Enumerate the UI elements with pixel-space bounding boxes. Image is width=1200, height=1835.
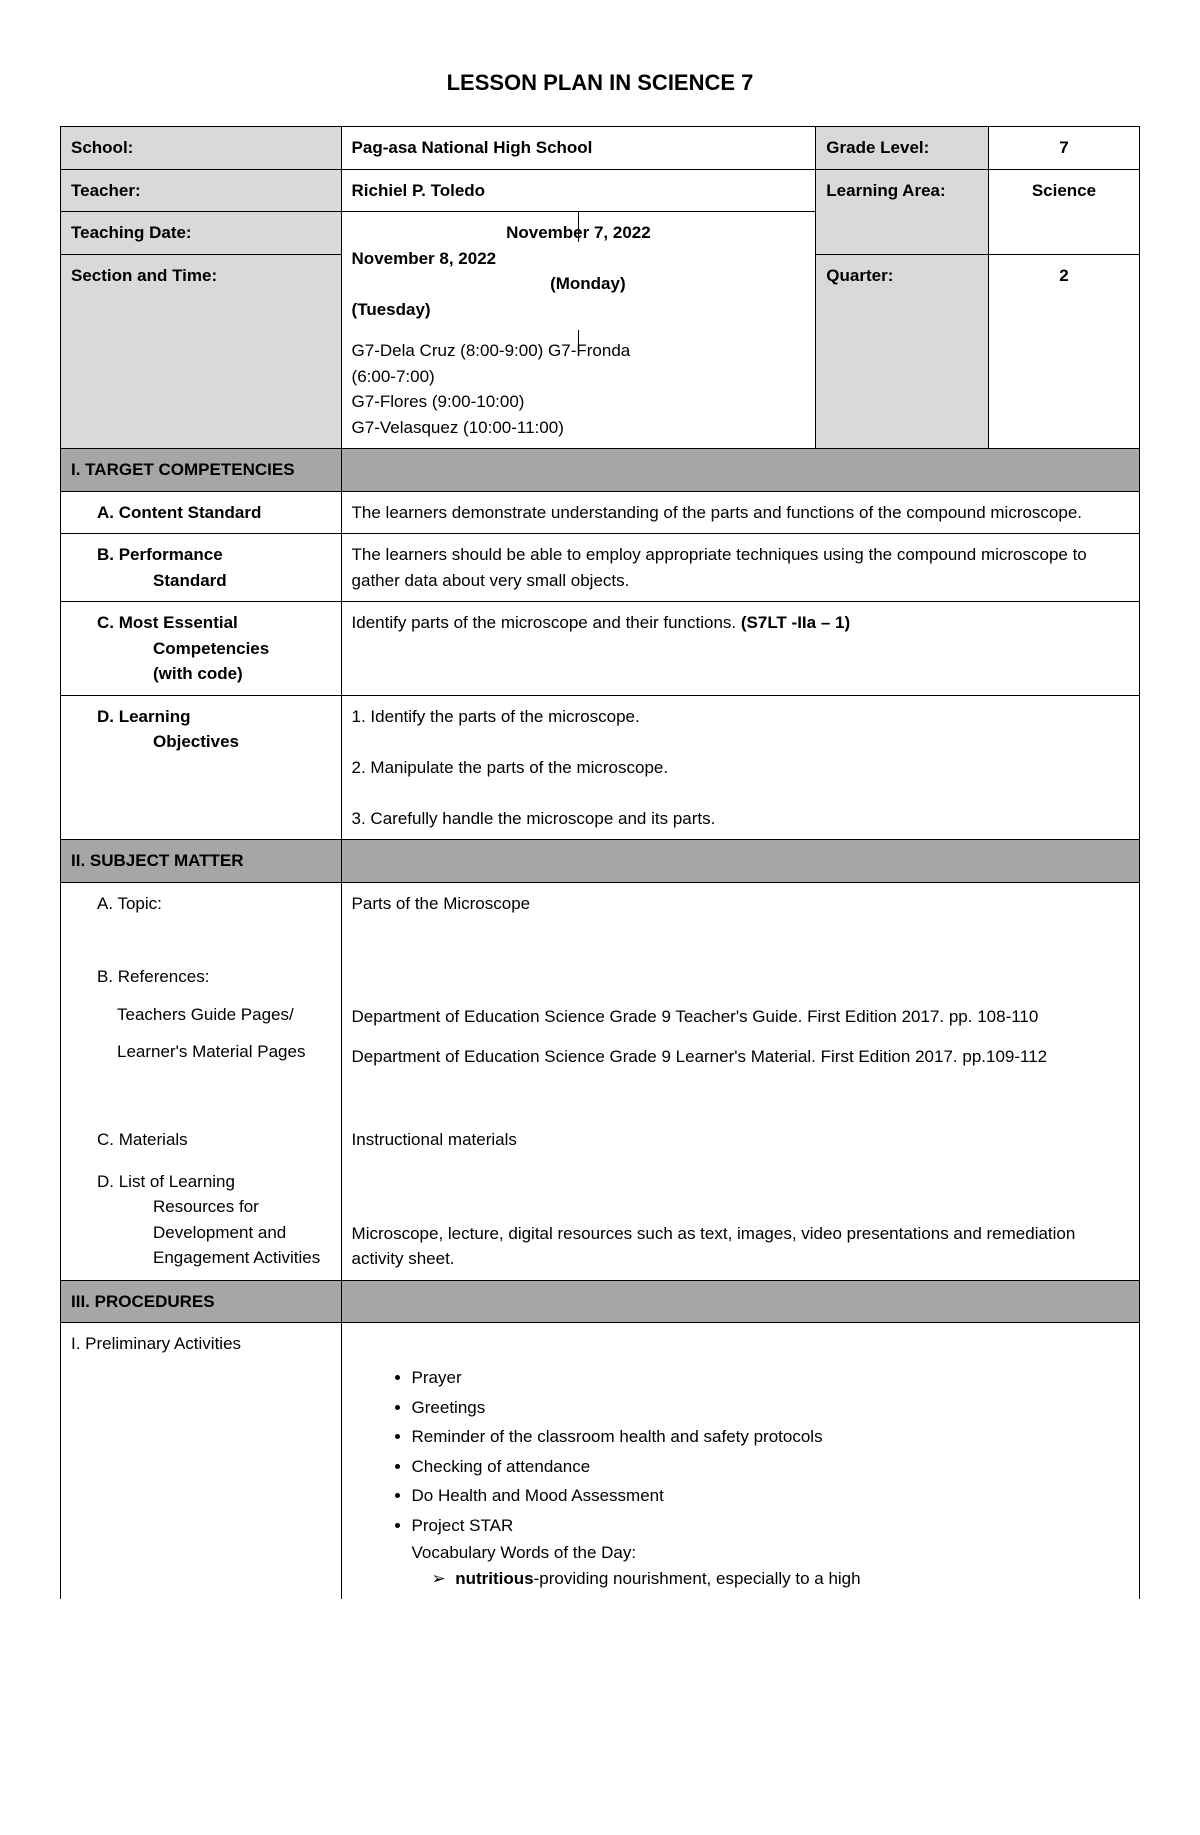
materials-label: C. Materials (61, 1077, 342, 1161)
grade-value: 7 (988, 127, 1139, 170)
ref-label-text: B. References: (97, 964, 331, 990)
teacher-label: Teacher: (61, 169, 342, 212)
content-standard-label: A. Content Standard (61, 491, 342, 534)
school-value: Pag-asa National High School (341, 127, 816, 170)
preliminary-label: I. Preliminary Activities (61, 1323, 342, 1600)
date-line4: (Tuesday) (352, 297, 806, 323)
section-values: G7-Dela Cruz (8:00-9:00) G7-Fronda (6:00… (341, 330, 816, 449)
content-standard-text: The learners demonstrate understanding o… (341, 491, 1139, 534)
preliminary-list: Prayer Greetings Reminder of the classro… (352, 1363, 1129, 1540)
divider-line (578, 212, 579, 242)
procedures-header: III. PROCEDURES (61, 1280, 342, 1323)
ref-text2: Department of Education Science Grade 9 … (352, 1030, 1129, 1070)
area-value: Science (988, 169, 1139, 254)
date-line2: November 8, 2022 (352, 246, 806, 272)
quarter-value: 2 (988, 254, 1139, 449)
topic-text: Parts of the Microscope (341, 882, 1139, 924)
obj-1: 1. Identify the parts of the microscope. (352, 704, 1129, 730)
preliminary-content: Prayer Greetings Reminder of the classro… (341, 1323, 1139, 1600)
section-label: Section and Time: (61, 254, 342, 449)
vocab-line: ➢ nutritious-providing nourishment, espe… (352, 1566, 1129, 1592)
list-item: Do Health and Mood Assessment (412, 1481, 1129, 1511)
procedures-spacer (341, 1280, 1139, 1323)
target-competencies-header: I. TARGET COMPETENCIES (61, 449, 342, 492)
topic-label: A. Topic: (61, 882, 342, 924)
list-item: Checking of attendance (412, 1452, 1129, 1482)
resources-text: Microscope, lecture, digital resources s… (341, 1161, 1139, 1281)
obj-3: 3. Carefully handle the microscope and i… (352, 806, 1129, 832)
ref-sub1: Teachers Guide Pages/ (97, 990, 331, 1028)
arrow-icon: ➢ (432, 1569, 456, 1588)
materials-text: Instructional materials (341, 1077, 1139, 1161)
references-text: Department of Education Science Grade 9 … (341, 924, 1139, 1077)
date-line3: (Monday) (352, 271, 806, 297)
section-line2: (6:00-7:00) (352, 364, 806, 390)
melc-text: Identify parts of the microscope and the… (341, 602, 1139, 696)
divider-line-2 (578, 330, 579, 348)
list-item: Greetings (412, 1393, 1129, 1423)
school-label: School: (61, 127, 342, 170)
date-values: November 7, 2022 November 8, 2022 (Monda… (341, 212, 816, 331)
area-label: Learning Area: (816, 169, 989, 254)
subject-spacer (341, 840, 1139, 883)
grade-label: Grade Level: (816, 127, 989, 170)
list-item: Project STAR (412, 1511, 1129, 1541)
ref-text1: Department of Education Science Grade 9 … (352, 1004, 1129, 1030)
subject-matter-header: II. SUBJECT MATTER (61, 840, 342, 883)
resources-label: D. List of Learning Resources for Develo… (61, 1161, 342, 1281)
objectives-label: D. Learning Objectives (61, 695, 342, 840)
target-spacer (341, 449, 1139, 492)
obj-2: 2. Manipulate the parts of the microscop… (352, 755, 1129, 781)
performance-standard-label: B. Performance Standard (61, 534, 342, 602)
section-line3: G7-Flores (9:00-10:00) (352, 389, 806, 415)
lesson-plan-table: School: Pag-asa National High School Gra… (60, 126, 1140, 1599)
objectives-text: 1. Identify the parts of the microscope.… (341, 695, 1139, 840)
ref-sub2: Learner's Material Pages (97, 1027, 331, 1065)
date-label: Teaching Date: (61, 212, 342, 255)
melc-label: C. Most Essential Competencies (with cod… (61, 602, 342, 696)
list-item: Prayer (412, 1363, 1129, 1393)
references-label: B. References: Teachers Guide Pages/ Lea… (61, 924, 342, 1077)
vocab-title: Vocabulary Words of the Day: (352, 1540, 1129, 1566)
list-item: Reminder of the classroom health and saf… (412, 1422, 1129, 1452)
quarter-label: Quarter: (816, 254, 989, 449)
page-title: LESSON PLAN IN SCIENCE 7 (60, 70, 1140, 96)
section-line4: G7-Velasquez (10:00-11:00) (352, 415, 806, 441)
teacher-value: Richiel P. Toledo (341, 169, 816, 212)
performance-standard-text: The learners should be able to employ ap… (341, 534, 1139, 602)
